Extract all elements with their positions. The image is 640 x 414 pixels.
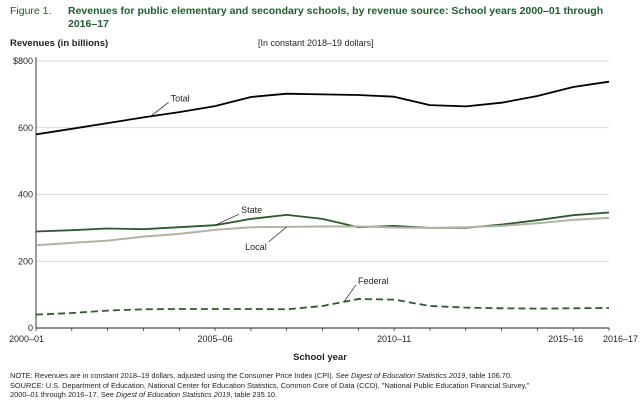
source-years: 2000–01 through 2016–17. See <box>10 390 117 400</box>
series-label-federal: Federal <box>358 276 389 286</box>
annotation-leader <box>268 226 287 243</box>
figure-notes: NOTE: Revenues are in constant 2018–19 d… <box>10 371 630 400</box>
series-line-local <box>35 216 610 247</box>
series-line-total <box>35 80 610 136</box>
series-label-local: Local <box>245 242 267 252</box>
note-line: NOTE: Revenues are in constant 2018–19 d… <box>10 371 630 381</box>
series-line-federal <box>35 298 610 316</box>
series-label-total: Total <box>171 93 190 103</box>
x-axis-title: School year <box>293 352 347 363</box>
series-line-state <box>35 211 610 233</box>
y-tick-label: 0 <box>28 323 33 333</box>
x-tick-label: 2000–01 <box>9 334 44 344</box>
y-tick-label: $800 <box>13 56 33 66</box>
figure-label: Figure 1. <box>10 5 52 17</box>
note-publication: Digest of Education Statistics 2019 <box>350 371 466 380</box>
y-tick-label: 600 <box>18 123 33 133</box>
y-tick-label: 400 <box>18 190 33 200</box>
y-axis-title: Revenues (in billions) <box>10 38 109 49</box>
x-tick-label: 2016–17 <box>603 334 638 344</box>
x-tick-label: 2015–16 <box>548 334 583 344</box>
source-text: SOURCE: U.S. Department of Education, Na… <box>10 380 530 390</box>
x-tick-label: 2010–11 <box>377 334 411 344</box>
series-label-state: State <box>241 205 262 215</box>
y-tick-label: 200 <box>18 256 33 266</box>
source-line-2: 2000–01 through 2016–17. See Digest of E… <box>10 390 630 400</box>
source-table: , table 235.10. <box>230 390 278 400</box>
annotation-leader <box>343 284 357 302</box>
source-line: SOURCE: U.S. Department of Education, Na… <box>10 381 630 391</box>
note-text: NOTE: Revenues are in constant 2018–19 d… <box>10 371 351 380</box>
annotation-leader <box>150 102 169 117</box>
note-table: , table 106.70. <box>465 371 513 380</box>
figure-title: Revenues for public elementary and secon… <box>68 5 604 30</box>
annotation-leader <box>214 213 240 226</box>
unit-note: [In constant 2018–19 dollars] <box>258 38 374 48</box>
x-tick-label: 2005–06 <box>198 334 233 344</box>
source-publication: Digest of Education Statistics 2019 <box>116 390 231 400</box>
